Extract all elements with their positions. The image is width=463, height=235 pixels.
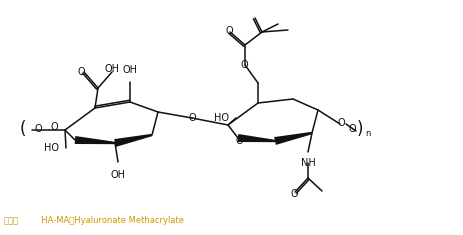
Text: O: O [240,60,248,70]
Text: O: O [235,136,243,146]
Text: OH: OH [123,65,138,75]
Text: 英文名: 英文名 [4,216,19,225]
Text: ): ) [357,120,363,138]
Text: OH: OH [105,64,119,74]
Polygon shape [114,134,152,147]
Text: O: O [50,122,58,132]
Polygon shape [274,132,312,145]
Text: O: O [34,124,42,134]
Text: HO: HO [214,113,229,123]
Text: O: O [77,67,85,77]
Text: HO: HO [44,143,59,153]
Text: O: O [337,118,345,128]
Text: OH: OH [111,170,125,180]
Text: O: O [225,26,233,36]
Text: NH: NH [300,158,315,168]
Text: O: O [188,113,196,123]
Text: (: ( [20,120,26,138]
Text: O: O [290,189,298,199]
Polygon shape [75,136,115,144]
Text: O: O [348,124,356,134]
Text: HA-MA，Hyaluronate Methacrylate: HA-MA，Hyaluronate Methacrylate [36,216,184,225]
Text: n: n [365,129,371,137]
Polygon shape [238,134,275,142]
